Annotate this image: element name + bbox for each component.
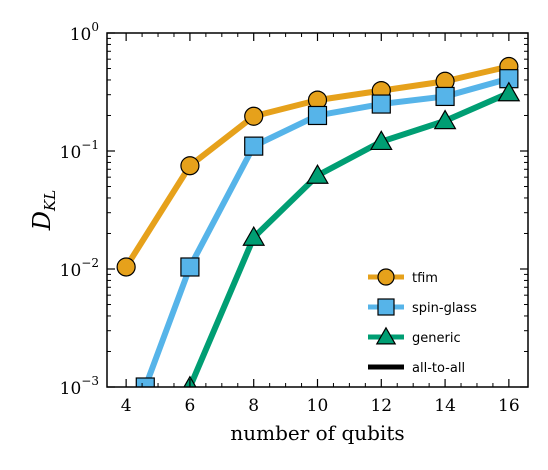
x-tick-label: 16 [498,396,520,416]
legend-marker-tfim [377,268,395,286]
y-axis-label-main: D [28,211,56,231]
data-point-generic [369,130,393,151]
legend-label-all-to-all: all-to-all [412,361,465,376]
x-tick-label: 4 [121,396,132,416]
legend-label-tfim: tfim [412,271,438,286]
axis-ticks [107,32,528,388]
x-tick-label: 12 [370,396,392,416]
legend-marker-generic [375,326,397,345]
data-point-generic [242,225,266,246]
y-tick-label: 100 [70,20,99,45]
x-tick-label: 6 [185,396,196,416]
y-tick-label: 10−2 [60,256,99,281]
x-tick-label: 10 [307,396,329,416]
y-tick-label: 10−1 [60,138,99,163]
data-point-spin-glass [135,377,155,387]
y-tick-label: 10−3 [60,374,99,399]
data-point-tfim [116,257,136,277]
y-axis-label: DKL [28,190,59,231]
data-point-spin-glass [371,94,391,114]
data-point-generic [433,109,457,130]
legend: tfim spin-glass generic all-to-all [368,268,477,376]
series-group [116,56,521,387]
plot-frame [106,32,529,388]
data-point-tfim [244,106,264,126]
legend-label-generic: generic [412,331,461,346]
data-point-spin-glass [244,136,264,156]
data-point-spin-glass [435,86,455,107]
x-tick-label: 14 [434,396,456,416]
data-point-generic [306,163,329,184]
x-tick-label: 8 [248,396,259,416]
y-axis-label-sub: KL [41,190,59,212]
legend-marker-spin-glass [377,298,395,316]
legend-label-spin-glass: spin-glass [412,301,477,316]
series-line-generic [187,90,511,387]
data-point-tfim [180,156,200,176]
data-point-generic [497,81,521,102]
x-axis-label: number of qubits [230,421,404,445]
plot-area [116,56,521,387]
axis-tick-labels: 4 6 8 10 12 14 16 10−3 10−2 10−1 100 [60,20,520,416]
data-point-spin-glass [180,257,200,277]
data-point-spin-glass [307,105,328,126]
